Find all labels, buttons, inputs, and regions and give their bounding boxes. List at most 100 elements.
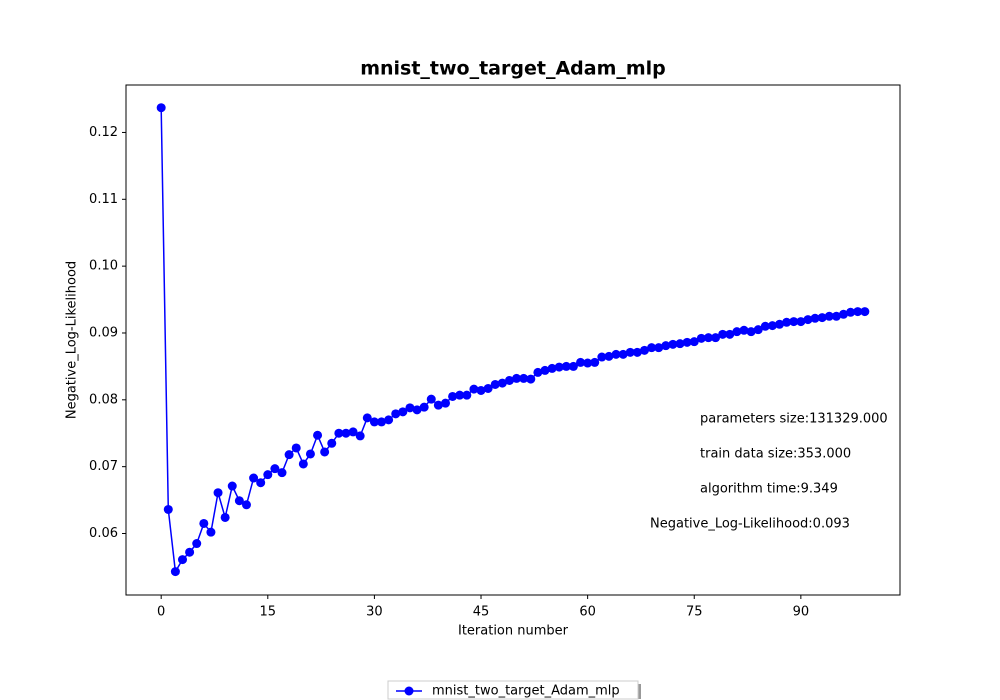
data-point <box>611 349 621 359</box>
y-tick-label: 0.12 <box>89 125 118 140</box>
annotation: train data size:353.000 <box>700 447 851 462</box>
data-point <box>355 431 365 441</box>
data-point <box>263 470 273 480</box>
annotation: parameters size:131329.000 <box>700 412 888 427</box>
data-point <box>490 379 500 389</box>
data-point <box>405 403 415 413</box>
data-point <box>682 337 692 347</box>
data-point <box>554 362 564 372</box>
y-tick-label: 0.07 <box>89 459 118 474</box>
data-point <box>675 339 685 349</box>
data-point <box>341 428 351 438</box>
data-point <box>483 383 493 393</box>
data-point <box>426 394 436 404</box>
data-point <box>185 547 195 557</box>
data-point <box>377 417 387 427</box>
x-tick-label: 15 <box>260 605 277 620</box>
data-point <box>476 385 486 395</box>
data-point <box>689 337 699 347</box>
data-point <box>448 391 458 401</box>
data-point <box>732 327 742 337</box>
data-point <box>824 311 834 321</box>
data-point <box>327 438 337 448</box>
data-point <box>661 341 671 351</box>
data-point <box>789 317 799 327</box>
data-point <box>234 496 244 506</box>
data-point <box>810 313 820 323</box>
data-point <box>412 405 422 415</box>
data-point <box>291 443 301 453</box>
plot-frame <box>125 84 901 596</box>
annotation: algorithm time:9.349 <box>700 482 838 497</box>
x-tick-label: 90 <box>793 605 810 620</box>
data-point <box>504 375 514 385</box>
data-point <box>526 374 536 384</box>
data-point <box>831 311 841 321</box>
data-point <box>384 415 394 425</box>
data-point <box>618 349 628 359</box>
x-tick-label: 75 <box>686 605 703 620</box>
legend-box <box>387 680 639 700</box>
data-point <box>284 450 294 460</box>
x-tick-label: 30 <box>366 605 383 620</box>
data-point <box>760 321 770 331</box>
data-point <box>711 333 721 343</box>
data-point <box>647 343 657 353</box>
data-point <box>746 327 756 337</box>
data-point <box>561 361 571 371</box>
y-tick-label: 0.09 <box>89 325 118 340</box>
data-point <box>334 428 344 438</box>
data-point <box>860 307 870 317</box>
x-axis-label: Iteration number <box>458 624 569 639</box>
data-point <box>362 413 372 423</box>
y-axis-label: Negative_Log-Likelihood <box>65 261 80 419</box>
data-point <box>170 567 180 577</box>
data-point <box>277 468 287 478</box>
data-point <box>241 500 251 510</box>
y-tick-label: 0.10 <box>89 259 118 274</box>
data-point <box>391 409 401 419</box>
legend-label: mnist_two_target_Adam_mlp <box>432 684 620 699</box>
data-point <box>320 447 330 457</box>
data-point <box>639 345 649 355</box>
data-point <box>220 512 230 522</box>
data-point <box>398 407 408 417</box>
data-point <box>604 351 614 361</box>
data-point <box>632 347 642 357</box>
data-point <box>156 103 166 113</box>
data-point <box>462 390 472 400</box>
x-tick-label: 0 <box>157 605 165 620</box>
chart-title: mnist_two_target_Adam_mlp <box>360 58 666 80</box>
data-point <box>433 400 443 410</box>
data-point <box>199 518 209 528</box>
y-tick-label: 0.08 <box>89 392 118 407</box>
data-point <box>803 315 813 325</box>
annotation: Negative_Log-Likelihood:0.093 <box>650 517 850 532</box>
data-point <box>568 361 578 371</box>
data-point <box>775 319 785 329</box>
data-point <box>782 317 792 327</box>
data-point <box>703 333 713 343</box>
data-point <box>576 357 586 367</box>
data-point <box>547 363 557 373</box>
data-point <box>512 373 522 383</box>
data-point <box>654 343 664 353</box>
data-point <box>298 459 308 469</box>
data-point <box>206 527 216 537</box>
data-point <box>455 390 465 400</box>
data-point <box>270 464 280 474</box>
data-point <box>192 539 202 549</box>
x-tick-label: 45 <box>473 605 490 620</box>
data-point <box>718 329 728 339</box>
data-point <box>597 352 607 362</box>
data-line <box>160 107 865 574</box>
data-point <box>163 504 173 514</box>
data-point <box>767 321 777 331</box>
y-tick-label: 0.11 <box>89 192 118 207</box>
data-point <box>227 481 237 491</box>
data-point <box>725 329 735 339</box>
data-point <box>348 427 358 437</box>
data-point <box>625 347 635 357</box>
data-point <box>540 365 550 375</box>
x-tick-label: 60 <box>579 605 596 620</box>
